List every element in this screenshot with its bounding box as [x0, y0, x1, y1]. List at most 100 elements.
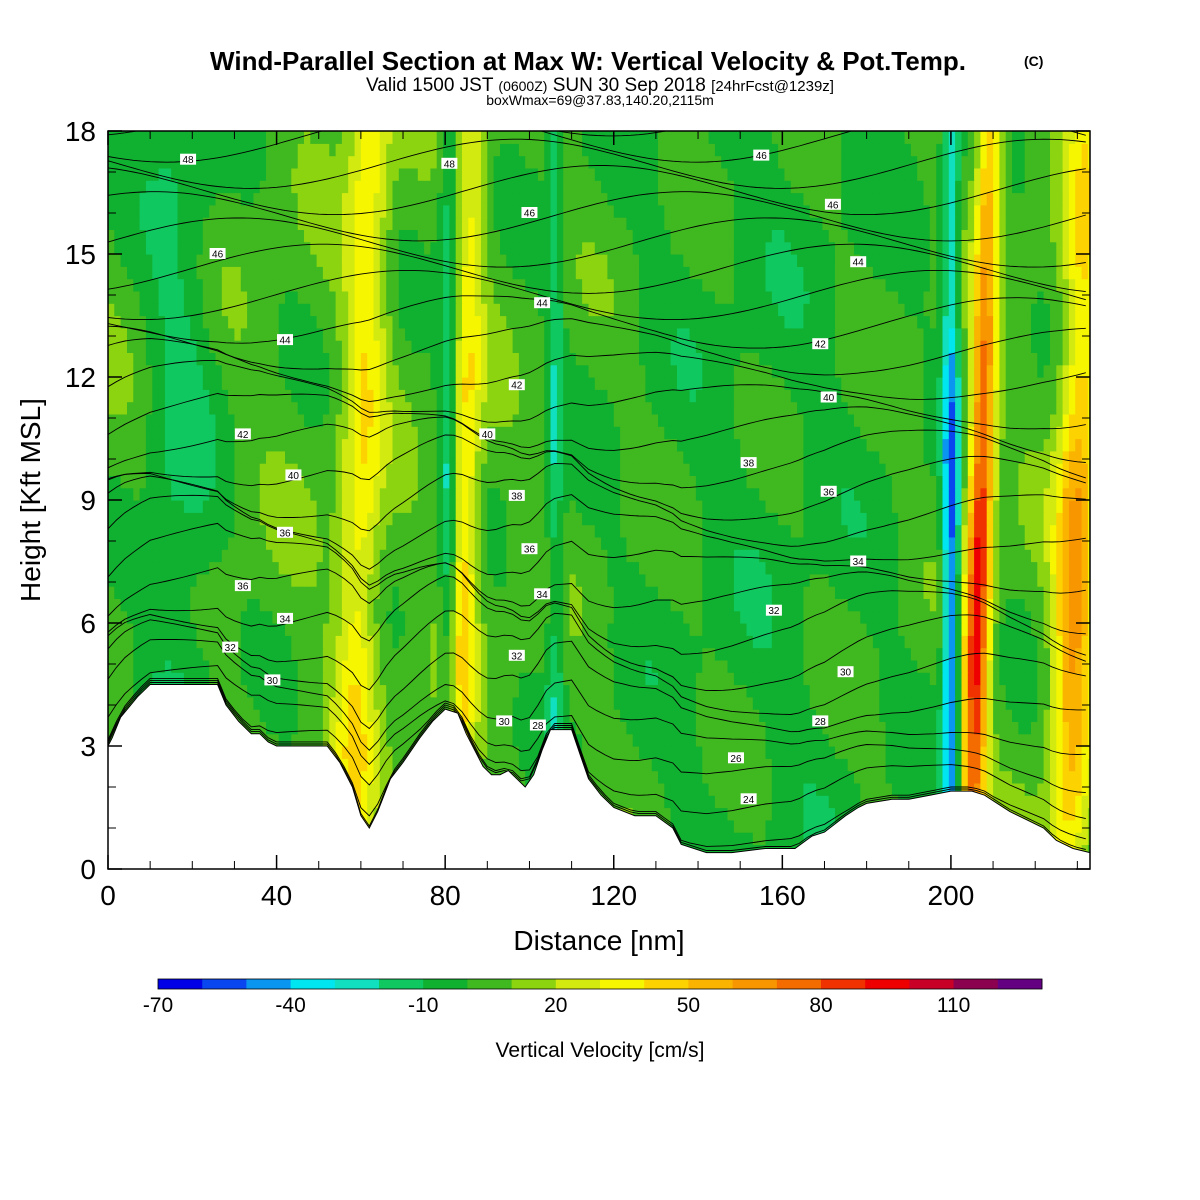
velocity-cell [828, 635, 836, 649]
velocity-cell [702, 536, 710, 550]
velocity-cell [670, 770, 678, 784]
velocity-cell [613, 475, 621, 489]
velocity-cell [872, 536, 880, 550]
velocity-cell [360, 684, 368, 698]
velocity-cell [177, 623, 185, 636]
velocity-cell [462, 524, 469, 538]
velocity-cell [1031, 500, 1038, 513]
velocity-cell [1031, 795, 1038, 809]
velocity-cell [746, 782, 754, 796]
velocity-cell [253, 536, 261, 550]
velocity-cell [481, 598, 488, 612]
velocity-cell [449, 659, 457, 673]
velocity-cell [544, 524, 552, 538]
velocity-cell [487, 610, 495, 624]
velocity-cell [632, 500, 640, 513]
velocity-cell [443, 512, 450, 526]
velocity-cell [177, 512, 185, 526]
velocity-cell [240, 500, 248, 513]
velocity-cell [512, 696, 520, 710]
velocity-cell [999, 659, 1007, 673]
velocity-cell [740, 684, 748, 698]
velocity-cell [891, 635, 899, 649]
velocity-cell [752, 475, 760, 489]
velocity-cell [771, 635, 779, 649]
velocity-cell [133, 684, 141, 698]
velocity-cell [1005, 512, 1013, 526]
velocity-cell [651, 770, 659, 784]
velocity-cell [474, 659, 482, 673]
velocity-cell [588, 635, 596, 649]
velocity-cell [481, 549, 488, 563]
velocity-cell [917, 758, 925, 772]
velocity-cell [645, 672, 653, 686]
velocity-cell [139, 561, 147, 575]
velocity-cell [335, 623, 343, 636]
velocity-cell [955, 758, 962, 772]
velocity-cell [955, 623, 962, 636]
velocity-cell [961, 536, 969, 550]
velocity-cell [904, 512, 912, 526]
velocity-cell [259, 524, 267, 538]
velocity-cell [860, 500, 868, 513]
velocity-cell [360, 672, 368, 686]
velocity-cell [778, 475, 785, 489]
velocity-cell [108, 573, 115, 587]
velocity-cell [108, 561, 115, 575]
velocity-cell [620, 672, 627, 686]
velocity-cell [639, 586, 646, 599]
velocity-cell [607, 770, 615, 784]
velocity-cell [891, 746, 899, 759]
velocity-cell [424, 487, 431, 501]
velocity-cell [304, 475, 311, 489]
velocity-cell [209, 647, 217, 661]
velocity-cell [411, 500, 419, 513]
velocity-cell [594, 623, 602, 636]
velocity-cell [1050, 536, 1057, 550]
velocity-cell [348, 586, 356, 599]
velocity-cell [392, 684, 400, 698]
velocity-cell [563, 512, 571, 526]
velocity-cell [860, 623, 868, 636]
velocity-cell [322, 610, 330, 624]
velocity-cell [455, 696, 463, 710]
velocity-cell [177, 561, 185, 575]
velocity-cell [430, 709, 438, 722]
velocity-cell [424, 647, 431, 661]
velocity-cell [967, 635, 975, 649]
velocity-cell [613, 795, 621, 809]
velocity-cell [929, 524, 937, 538]
velocity-cell [752, 746, 760, 759]
velocity-cell [285, 623, 292, 636]
velocity-cell [588, 746, 596, 759]
velocity-cell [221, 475, 229, 489]
velocity-cell [999, 782, 1007, 796]
velocity-cell [234, 684, 242, 698]
velocity-cell [285, 696, 292, 710]
velocity-cell [202, 512, 210, 526]
velocity-cell [1018, 598, 1026, 612]
velocity-cell [493, 524, 501, 538]
velocity-cell [784, 782, 792, 796]
velocity-cell [746, 672, 754, 686]
velocity-cell [999, 586, 1007, 599]
velocity-cell [708, 475, 716, 489]
velocity-cell [266, 512, 273, 526]
velocity-cell [708, 635, 716, 649]
velocity-cell [493, 512, 501, 526]
velocity-cell [1087, 635, 1090, 649]
velocity-cell [721, 770, 729, 784]
velocity-cell [582, 512, 589, 526]
velocity-cell [670, 475, 678, 489]
velocity-cell [518, 696, 526, 710]
velocity-cell [664, 647, 672, 661]
velocity-cell [816, 549, 823, 563]
velocity-cell [993, 684, 1000, 698]
velocity-cell [348, 635, 356, 649]
velocity-cell [1012, 782, 1019, 796]
velocity-cell [278, 709, 286, 722]
velocity-cell [310, 475, 318, 489]
velocity-cell [822, 819, 830, 833]
velocity-cell [778, 684, 785, 698]
velocity-cell [500, 659, 507, 673]
